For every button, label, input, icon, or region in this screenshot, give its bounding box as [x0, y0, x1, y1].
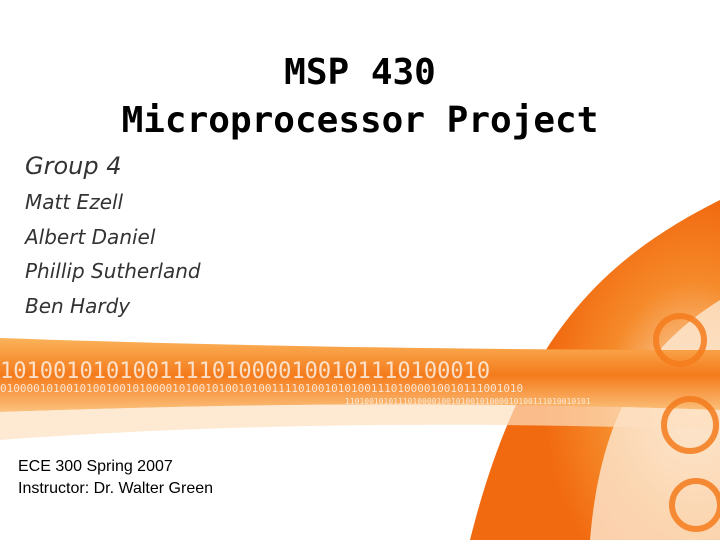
band — [0, 338, 720, 412]
subtitle: Group 4 — [25, 152, 122, 180]
footer-line: Instructor: Dr. Walter Green — [18, 480, 213, 497]
footer-line: ECE 300 Spring 2007 — [18, 458, 173, 475]
member: Ben Hardy — [25, 294, 131, 318]
member: Phillip Sutherland — [25, 259, 201, 283]
binary: 0100001010010100100101000010100101001010… — [0, 382, 523, 395]
band-fade — [0, 404, 720, 440]
member: Matt Ezell — [25, 190, 124, 214]
title-line: Microprocessor Project — [122, 100, 599, 141]
title-line: MSP 430 — [284, 52, 436, 93]
binary: 1010010101001111010000100101110100010 — [0, 359, 490, 384]
binary: 1101001010111010000100101001010000101001… — [345, 397, 591, 406]
circles — [653, 313, 720, 532]
member: Albert Daniel — [23, 225, 156, 249]
